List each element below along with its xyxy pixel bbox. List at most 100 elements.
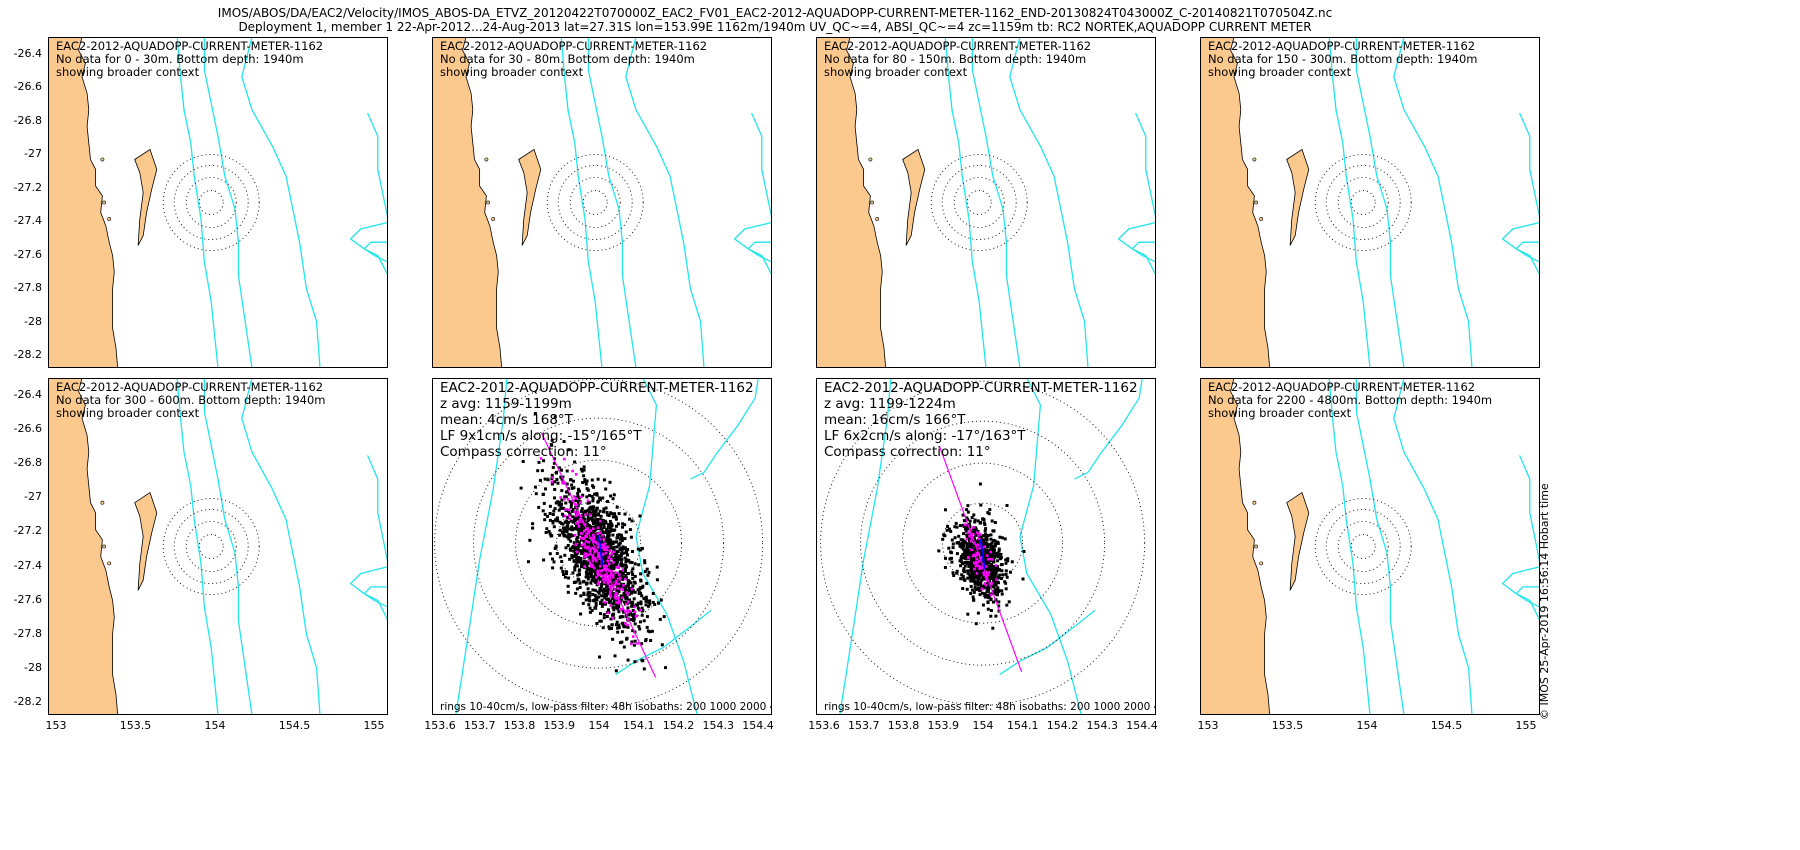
lowpass-point <box>620 607 624 611</box>
scatter-point <box>572 486 576 490</box>
scatter-point <box>951 542 955 546</box>
scatter-point <box>994 570 998 574</box>
panel-annotation: EAC2-2012-AQUADOPP-CURRENT-METER-1162 No … <box>440 40 707 79</box>
scatter-point <box>580 507 584 511</box>
scatter-point <box>621 571 625 575</box>
scatter-point <box>585 487 589 491</box>
scatter-point <box>575 536 579 540</box>
scatter-point <box>972 513 976 517</box>
lowpass-point <box>576 511 580 515</box>
scatter-point <box>594 509 598 513</box>
lowpass-point <box>984 575 988 579</box>
scatter-point <box>548 532 552 536</box>
scatter-point <box>585 573 589 576</box>
y-tick-label: -27.6 <box>13 247 42 261</box>
scatter-point <box>988 552 992 556</box>
scatter-point <box>552 461 556 465</box>
isobath-line <box>560 37 603 368</box>
scatter-point <box>621 547 625 551</box>
panel-4-plot <box>1200 37 1540 368</box>
lowpass-point <box>590 546 594 550</box>
panel-text-line: No data for 300 - 600m. Bottom depth: 19… <box>56 393 326 407</box>
scatter-point <box>549 443 553 447</box>
scatter-point <box>984 537 988 541</box>
speed-ring <box>1337 177 1389 228</box>
x-tick-label: 154 <box>1356 719 1378 732</box>
scatter-point <box>590 579 594 583</box>
scatter-point <box>624 558 628 562</box>
scatter-point <box>976 519 980 523</box>
lowpass-point <box>966 556 970 560</box>
scatter-point <box>1021 577 1025 581</box>
scatter-point <box>638 514 642 518</box>
scatter-point <box>533 412 537 415</box>
scatter-point <box>553 415 557 419</box>
scatter-point <box>993 539 997 543</box>
scatter-point <box>610 623 614 627</box>
scatter-point <box>968 519 972 523</box>
panel-text-line: No data for 150 - 300m. Bottom depth: 19… <box>1208 52 1478 66</box>
scatter-point <box>598 570 602 574</box>
isobath-line <box>176 378 219 715</box>
lowpass-point <box>979 566 982 569</box>
scatter-point <box>567 448 571 452</box>
scatter-point <box>591 549 595 552</box>
scatter-point <box>962 556 966 560</box>
scatter-point <box>1000 592 1004 596</box>
scatter-point <box>599 525 603 529</box>
scatter-point <box>984 554 988 558</box>
scatter-point <box>579 594 583 598</box>
scatter-point <box>648 630 652 634</box>
scatter-point <box>651 592 655 595</box>
scatter-point <box>558 520 562 524</box>
scatter-point <box>977 568 981 572</box>
scatter-point <box>944 508 947 512</box>
scatter-point <box>995 553 999 557</box>
scatter-point <box>972 537 976 541</box>
figure-title-line-2: Deployment 1, member 1 22-Apr-2012...24-… <box>238 20 1312 34</box>
panel-6: EAC2-2012-AQUADOPP-CURRENT-METER-1162 z a… <box>432 378 772 715</box>
y-tick-label: -28 <box>24 314 42 328</box>
scatter-point <box>631 576 635 580</box>
scatter-point <box>633 562 637 566</box>
scatter-point <box>625 551 629 555</box>
scatter-point <box>597 576 601 580</box>
lowpass-point <box>971 554 975 558</box>
scatter-point <box>992 571 996 575</box>
scatter-point <box>624 530 628 534</box>
panel-title: EAC2-2012-AQUADOPP-CURRENT-METER-1162 <box>440 380 754 396</box>
scatter-point <box>630 570 634 574</box>
scatter-point <box>606 551 609 554</box>
scatter-point <box>625 548 629 552</box>
lowpass-point <box>976 543 979 547</box>
scatter-point <box>629 611 633 615</box>
scatter-point <box>564 501 568 505</box>
scatter-point <box>976 579 980 583</box>
scatter-point <box>579 612 583 616</box>
scatter-point <box>614 517 618 521</box>
scatter-point <box>594 566 598 570</box>
scatter-point <box>960 573 964 577</box>
scatter-point <box>984 527 988 531</box>
scatter-point <box>985 559 988 563</box>
panel-annotation: EAC2-2012-AQUADOPP-CURRENT-METER-1162 No … <box>1208 40 1478 79</box>
scatter-point <box>972 557 975 561</box>
lowpass-points <box>539 457 643 646</box>
scatter-point <box>979 503 983 507</box>
scatter-point <box>991 600 995 604</box>
scatter-point <box>617 610 621 614</box>
scatter-point <box>1001 573 1005 577</box>
scatter-point <box>970 576 974 580</box>
scatter-point <box>591 570 595 574</box>
x-tick-label: 154.1 <box>623 719 655 732</box>
scatter-point <box>1004 587 1008 591</box>
scatter-point <box>988 566 992 569</box>
scatter-point <box>642 667 646 671</box>
scatter-point <box>580 538 584 542</box>
scatter-point <box>974 588 978 591</box>
scatter-point <box>1000 536 1004 540</box>
scatter-point <box>970 574 974 577</box>
isobath-line <box>1074 378 1144 480</box>
scatter-point <box>966 542 970 546</box>
lowpass-point <box>607 568 610 571</box>
